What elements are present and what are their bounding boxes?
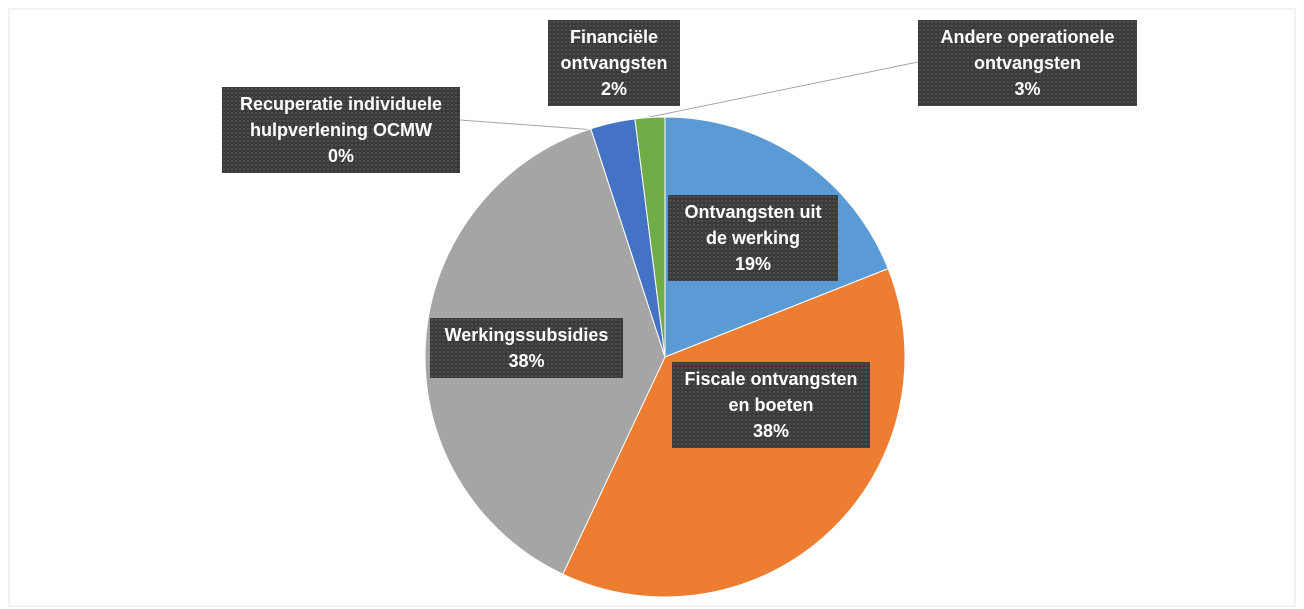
label-category: Recuperatie individuele hulpverlening OC… (239, 94, 443, 140)
label-value: 38% (508, 351, 545, 371)
label-category: Financiële ontvangsten (560, 27, 668, 73)
pie-slice (634, 116, 666, 358)
data-label: Werkingssubsidies 38% (430, 318, 623, 378)
label-value: 38% (752, 421, 790, 441)
label-category: Werkingssubsidies (444, 325, 609, 345)
label-category: Ontvangsten uit de werking (684, 202, 822, 248)
data-label: Financiële ontvangsten 2% (548, 20, 680, 106)
data-label: Fiscale ontvangsten en boeten 38% (672, 362, 870, 448)
label-value: 0% (327, 146, 354, 166)
data-label: Recuperatie individuele hulpverlening OC… (222, 87, 460, 173)
data-label: Andere operationele ontvangsten 3% (918, 20, 1137, 106)
label-value: 3% (1014, 79, 1041, 99)
leader-line (459, 119, 597, 131)
frame (8, 8, 1296, 607)
label-value: 2% (600, 79, 627, 99)
label-category: Fiscale ontvangsten en boeten (684, 369, 858, 415)
label-category: Andere operationele ontvangsten (940, 27, 1115, 73)
data-label: Ontvangsten uit de werking 19% (668, 195, 838, 281)
label-value: 19% (734, 254, 772, 274)
